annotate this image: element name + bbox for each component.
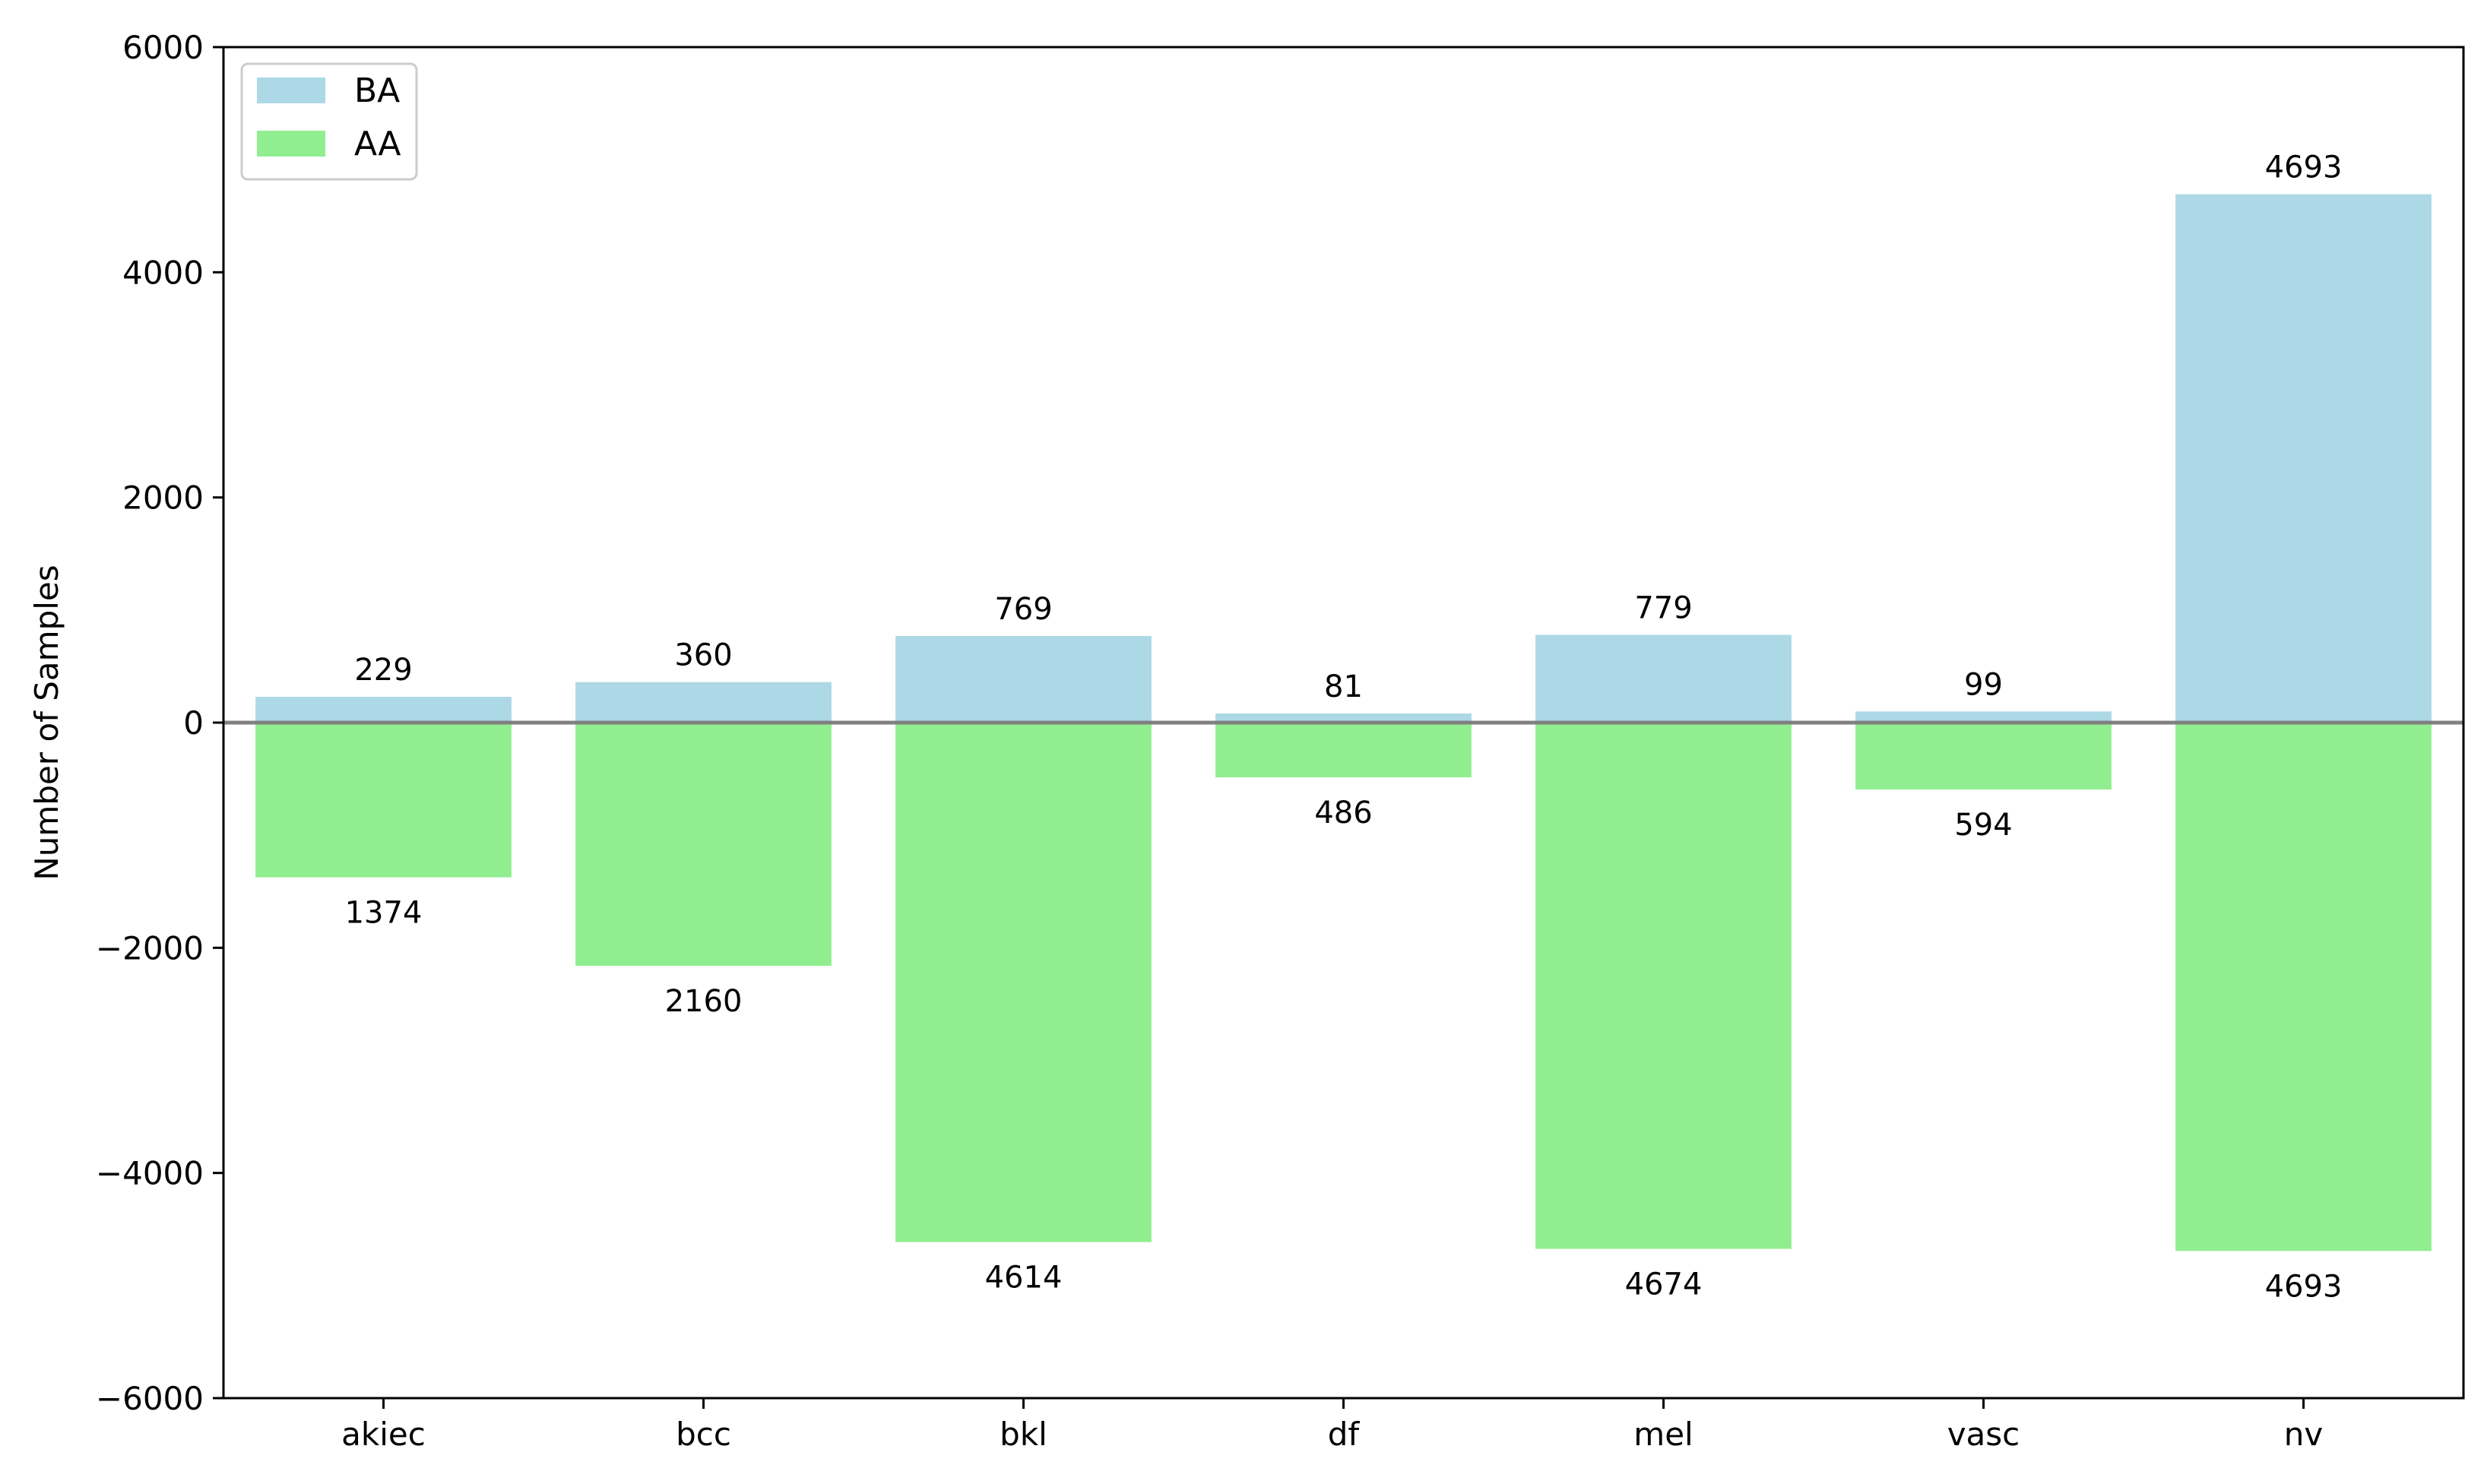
data-label-ba-df: 81 xyxy=(1324,669,1363,704)
bars-layer xyxy=(255,194,2432,1251)
bar-aa-bcc xyxy=(575,723,832,967)
bar-ba-nv xyxy=(2175,194,2432,723)
data-label-aa-vasc: 594 xyxy=(1954,808,2012,843)
data-label-aa-mel: 4674 xyxy=(1625,1267,1703,1302)
x-tick-label-mel: mel xyxy=(1633,1416,1693,1453)
y-axis-title: Number of Samples xyxy=(28,565,65,880)
bar-ba-akiec xyxy=(255,697,512,723)
x-tick-label-df: df xyxy=(1328,1416,1361,1453)
bar-aa-vasc xyxy=(1855,723,2112,790)
y-tick-label-5: −4000 xyxy=(96,1155,204,1192)
bar-aa-nv xyxy=(2175,723,2432,1251)
data-label-aa-bkl: 4614 xyxy=(985,1261,1063,1296)
data-label-aa-bcc: 2160 xyxy=(665,984,743,1019)
y-axis: 6000 4000 2000 0 −2000 −4000 −6000 xyxy=(96,29,223,1417)
data-label-aa-df: 486 xyxy=(1314,796,1372,831)
x-tick-label-nv: nv xyxy=(2284,1416,2323,1453)
y-tick-label-3: 0 xyxy=(183,704,204,742)
data-label-ba-bcc: 360 xyxy=(674,638,732,673)
data-label-ba-nv: 4693 xyxy=(2265,150,2343,185)
legend-label-ba: BA xyxy=(354,71,400,110)
bar-aa-bkl xyxy=(895,723,1152,1242)
bar-aa-mel xyxy=(1535,723,1792,1249)
data-labels: 229 1374 360 2160 769 4614 81 486 779 4674 99 594 46… xyxy=(345,150,2343,1305)
bar-ba-mel xyxy=(1535,634,1792,723)
legend-swatch-ba xyxy=(257,78,325,103)
bar-ba-bcc xyxy=(575,682,832,723)
y-tick-label-2: 2000 xyxy=(122,479,204,517)
bar-aa-df xyxy=(1215,723,1472,778)
x-tick-label-bkl: bkl xyxy=(1000,1416,1047,1453)
bar-ba-bkl xyxy=(895,636,1152,723)
bar-ba-vasc xyxy=(1855,711,2112,723)
data-label-aa-akiec: 1374 xyxy=(345,896,423,931)
data-label-aa-nv: 4693 xyxy=(2265,1269,2343,1304)
x-tick-label-bcc: bcc xyxy=(676,1416,731,1453)
y-tick-label-0: 6000 xyxy=(122,29,204,66)
y-tick-label-6: −6000 xyxy=(96,1380,204,1417)
legend-swatch-aa xyxy=(257,131,325,157)
x-axis: akiec bcc bkl df mel vasc nv xyxy=(341,1398,2323,1453)
x-tick-label-akiec: akiec xyxy=(341,1416,426,1453)
y-tick-label-4: −2000 xyxy=(96,929,204,967)
x-tick-label-vasc: vasc xyxy=(1947,1416,2020,1453)
legend: BA AA xyxy=(240,62,418,181)
y-tick-label-1: 4000 xyxy=(122,254,204,291)
bar-ba-df xyxy=(1215,713,1472,723)
data-label-ba-mel: 779 xyxy=(1634,591,1692,626)
data-label-ba-vasc: 99 xyxy=(1964,667,2003,702)
bar-aa-akiec xyxy=(255,723,512,878)
data-label-ba-akiec: 229 xyxy=(354,653,412,688)
legend-label-aa: AA xyxy=(354,125,401,163)
data-label-ba-bkl: 769 xyxy=(994,592,1052,627)
